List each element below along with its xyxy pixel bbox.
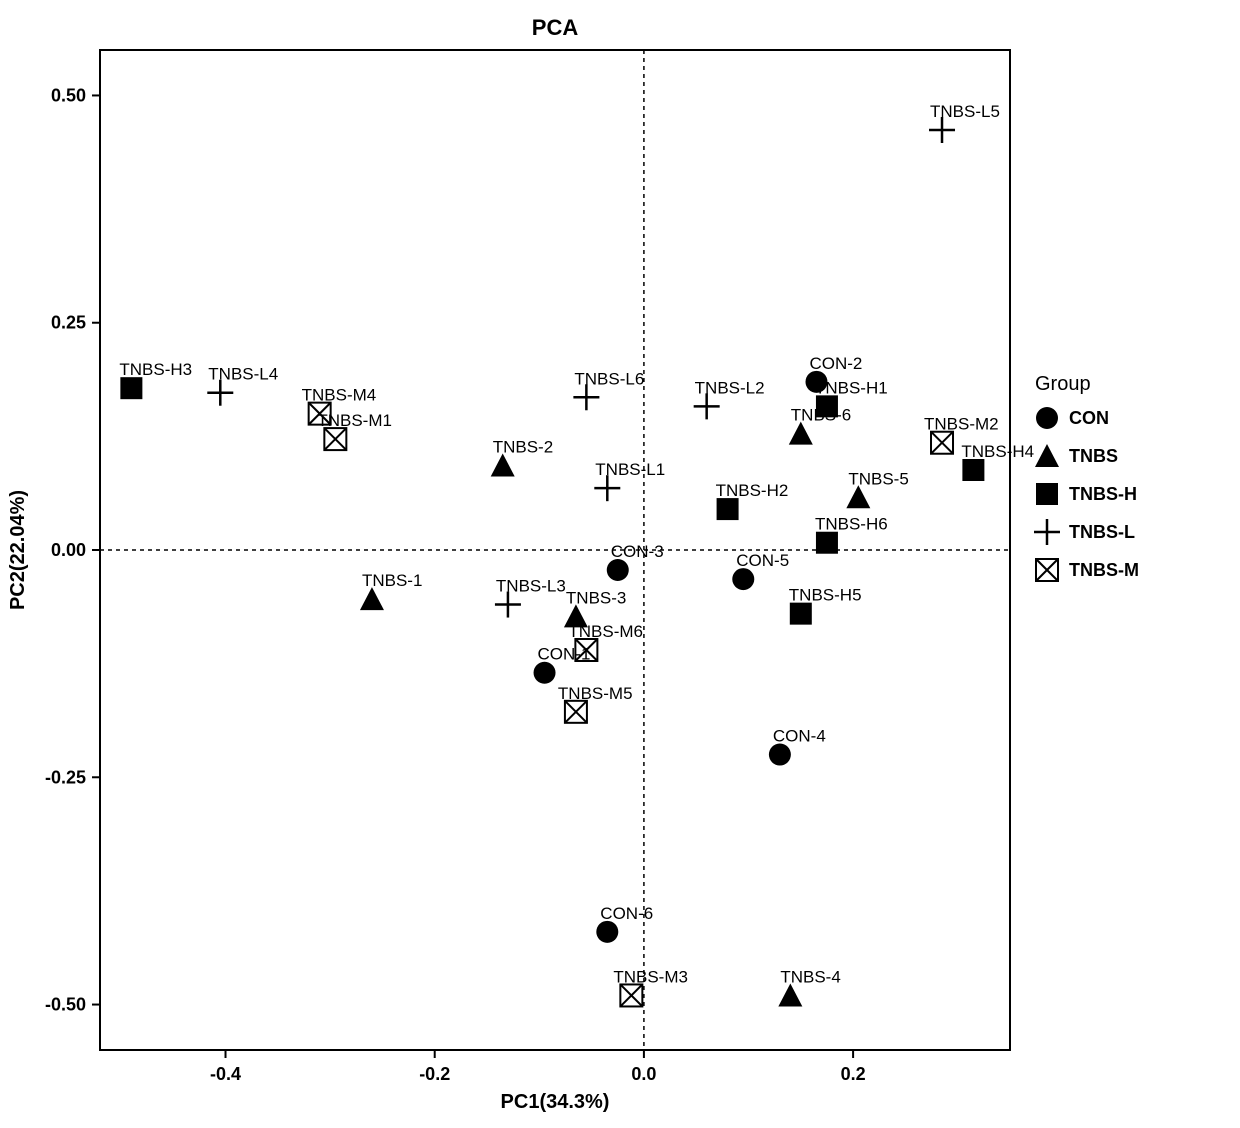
point-label: TNBS-M2 bbox=[924, 415, 999, 434]
y-tick-label: 0.50 bbox=[51, 85, 86, 105]
point-label: TNBS-3 bbox=[566, 588, 626, 607]
legend-label: TNBS-H bbox=[1069, 484, 1137, 504]
x-tick-label: -0.4 bbox=[210, 1064, 241, 1084]
point-label: TNBS-H5 bbox=[789, 586, 862, 605]
point-label: TNBS-5 bbox=[848, 469, 908, 488]
legend: Group CON TNBS TNBS-H TNBS-L TNBS-M bbox=[1034, 373, 1139, 581]
y-axis-label: PC2(22.04%) bbox=[7, 490, 29, 610]
point-label: TNBS-L3 bbox=[496, 577, 566, 596]
point-label: CON-4 bbox=[773, 727, 826, 746]
point-label: TNBS-M4 bbox=[302, 386, 377, 405]
point-label: TNBS-L1 bbox=[595, 460, 665, 479]
y-tick-label: 0.25 bbox=[51, 313, 86, 333]
point-label: TNBS-1 bbox=[362, 571, 422, 590]
chart-title: PCA bbox=[532, 15, 579, 40]
point-label: TNBS-L6 bbox=[574, 369, 644, 388]
legend-item: TNBS-M bbox=[1036, 559, 1139, 581]
x-axis-label: PC1(34.3%) bbox=[501, 1091, 610, 1113]
point-label: TNBS-L2 bbox=[695, 378, 765, 397]
legend-label: TNBS-L bbox=[1069, 522, 1135, 542]
pca-scatter-chart: -0.4 -0.2 0.0 0.2 -0.50 -0.25 0.00 0.25 0.50 PCA P… bbox=[0, 0, 1240, 1128]
y-tick-label: -0.50 bbox=[45, 995, 86, 1015]
point-label: TNBS-M3 bbox=[613, 967, 688, 986]
legend-item: CON bbox=[1036, 407, 1109, 429]
legend-title: Group bbox=[1035, 373, 1091, 395]
legend-item: TNBS-H bbox=[1036, 483, 1137, 505]
x-tick-label: -0.2 bbox=[419, 1064, 450, 1084]
point-label: TNBS-4 bbox=[780, 967, 840, 986]
legend-label: CON bbox=[1069, 408, 1109, 428]
legend-item: TNBS bbox=[1035, 444, 1118, 467]
point-label: CON-2 bbox=[809, 354, 862, 373]
point-label: CON-3 bbox=[611, 542, 664, 561]
legend-label: TNBS-M bbox=[1069, 560, 1139, 580]
point-label: TNBS-2 bbox=[493, 437, 553, 456]
point-label: TNBS-L5 bbox=[930, 102, 1000, 121]
point-label: TNBS-L4 bbox=[208, 365, 278, 384]
point-label: TNBS-H1 bbox=[815, 378, 888, 397]
point-label: CON-6 bbox=[600, 904, 653, 923]
point-label: TNBS-M5 bbox=[558, 684, 633, 703]
point-label: TNBS-H6 bbox=[815, 515, 888, 534]
legend-label: TNBS bbox=[1069, 446, 1118, 466]
point-label: TNBS-H3 bbox=[119, 360, 192, 379]
x-tick-label: 0.0 bbox=[631, 1064, 656, 1084]
point-label: CON-5 bbox=[736, 551, 789, 570]
y-tick-label: -0.25 bbox=[45, 767, 86, 787]
legend-item: TNBS-L bbox=[1034, 519, 1135, 545]
point-label: TNBS-M1 bbox=[317, 411, 392, 430]
y-tick-label: 0.00 bbox=[51, 540, 86, 560]
x-tick-label: 0.2 bbox=[841, 1064, 866, 1084]
point-label: TNBS-H4 bbox=[961, 442, 1034, 461]
point-label: TNBS-H2 bbox=[716, 481, 789, 500]
point-label: TNBS-M6 bbox=[568, 622, 643, 641]
